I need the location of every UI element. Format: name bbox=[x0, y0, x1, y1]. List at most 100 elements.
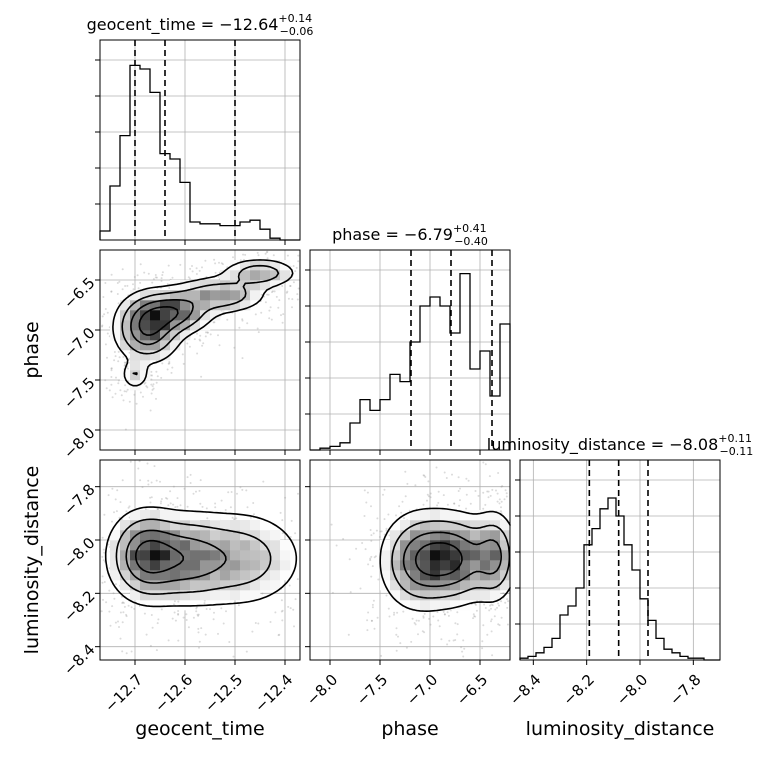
scatter-point bbox=[373, 627, 376, 630]
density-cell bbox=[210, 520, 221, 531]
density-cell bbox=[250, 290, 261, 301]
density-cell bbox=[110, 320, 121, 331]
scatter-point bbox=[218, 261, 220, 264]
density-cell bbox=[190, 580, 201, 591]
scatter-point bbox=[261, 592, 264, 595]
scatter-point bbox=[490, 630, 493, 633]
scatter-point bbox=[472, 617, 475, 620]
scatter-point bbox=[290, 519, 293, 522]
scatter-point bbox=[126, 388, 129, 391]
density-cell bbox=[280, 540, 291, 551]
scatter-point bbox=[155, 276, 158, 279]
scatter-point bbox=[395, 649, 398, 652]
scatter-point bbox=[443, 613, 446, 616]
scatter-point bbox=[241, 357, 244, 360]
scatter-point bbox=[214, 271, 217, 274]
scatter-point bbox=[150, 481, 153, 484]
density-cell bbox=[220, 590, 231, 601]
scatter-point bbox=[174, 506, 177, 509]
scatter-point bbox=[482, 461, 485, 464]
xaxis-label-phase: phase bbox=[381, 718, 438, 740]
scatter-point bbox=[287, 605, 290, 608]
scatter-point bbox=[269, 306, 272, 309]
scatter-point bbox=[121, 268, 124, 271]
scatter-point bbox=[474, 603, 477, 606]
scatter-point bbox=[116, 293, 119, 295]
scatter-point bbox=[118, 356, 121, 359]
density-cell bbox=[440, 520, 451, 531]
density-cell bbox=[150, 590, 161, 601]
scatter-point bbox=[349, 591, 352, 594]
scatter-point bbox=[107, 494, 110, 497]
scatter-point bbox=[403, 517, 405, 520]
scatter-point bbox=[188, 277, 191, 280]
xtick-label-geocent_time-0: −12.7 bbox=[101, 671, 146, 716]
scatter-point bbox=[504, 601, 507, 604]
scatter-point bbox=[421, 630, 424, 633]
density-cell bbox=[160, 300, 171, 311]
density-cell bbox=[170, 570, 181, 581]
hist-step-phase bbox=[310, 272, 511, 451]
scatter-point bbox=[465, 493, 468, 496]
density-cell bbox=[230, 530, 241, 541]
scatter-point bbox=[264, 252, 267, 255]
scatter-point bbox=[149, 496, 152, 499]
scatter-point bbox=[422, 615, 425, 618]
hist-frame-geocent_time bbox=[99, 39, 301, 241]
scatter-point bbox=[251, 630, 254, 633]
density-cell bbox=[470, 570, 481, 581]
scatter-point bbox=[500, 506, 502, 509]
scatter-point bbox=[501, 485, 504, 488]
hist-frame-phase bbox=[309, 249, 511, 451]
scatter-point bbox=[503, 498, 506, 501]
scatter-point bbox=[232, 256, 234, 259]
density-cell bbox=[490, 530, 501, 541]
scatter-point bbox=[195, 267, 198, 270]
scatter-point bbox=[281, 519, 284, 522]
density-cell bbox=[170, 310, 181, 321]
scatter-point bbox=[257, 254, 260, 257]
title-plus-phase: +0.41 bbox=[453, 222, 487, 235]
density-cell bbox=[140, 310, 151, 321]
scatter-point bbox=[214, 502, 217, 505]
scatter-point bbox=[291, 306, 293, 309]
density-cell bbox=[140, 580, 151, 591]
scatter-point bbox=[289, 536, 292, 538]
scatter-point bbox=[176, 497, 179, 500]
scatter-point bbox=[152, 383, 155, 386]
density-cell bbox=[400, 580, 411, 591]
density-cell bbox=[260, 260, 271, 271]
scatter-point bbox=[488, 609, 491, 612]
hist-step-luminosity_distance bbox=[519, 497, 720, 661]
scatter-point bbox=[125, 390, 128, 393]
density-cell bbox=[260, 270, 271, 281]
density-cell bbox=[170, 340, 181, 351]
scatter-point bbox=[102, 598, 104, 601]
density-cell bbox=[380, 560, 391, 571]
scatter-point bbox=[171, 366, 174, 369]
density-cell bbox=[480, 540, 491, 551]
density-cell bbox=[150, 510, 161, 521]
scatter-point bbox=[172, 503, 175, 506]
density-cell bbox=[150, 330, 161, 341]
density-cell bbox=[240, 270, 251, 281]
scatter-point bbox=[195, 490, 197, 493]
scatter-point bbox=[103, 581, 106, 583]
density-cell bbox=[450, 560, 461, 571]
scatter-point bbox=[451, 473, 453, 476]
density-cell bbox=[190, 300, 201, 311]
scatter-point bbox=[195, 607, 198, 610]
scatter-point bbox=[119, 611, 122, 614]
density-cell bbox=[240, 520, 251, 531]
density-cell bbox=[190, 550, 201, 561]
scatter-point bbox=[166, 368, 169, 371]
scatter-point bbox=[197, 613, 200, 616]
scatter-point bbox=[397, 635, 399, 638]
density-cell bbox=[260, 580, 271, 591]
scatter-point bbox=[383, 488, 386, 491]
scatter-point bbox=[166, 497, 169, 500]
scatter-point bbox=[396, 611, 399, 614]
scatter-point bbox=[268, 317, 271, 320]
scatter-point bbox=[490, 607, 492, 610]
scatter-point bbox=[106, 311, 109, 314]
